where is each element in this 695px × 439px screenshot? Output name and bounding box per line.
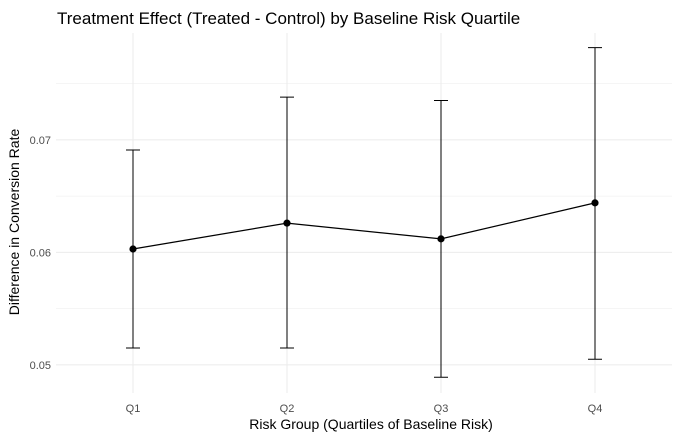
x-tick-label: Q4 — [588, 403, 603, 415]
y-tick-label: 0.06 — [30, 247, 51, 259]
y-tick-label: 0.07 — [30, 135, 51, 147]
grid — [56, 33, 672, 393]
x-axis-ticks: Q1 Q2 Q3 Q4 — [126, 403, 603, 415]
data-points — [129, 199, 599, 253]
y-axis-title: Difference in Conversion Rate — [6, 129, 22, 316]
y-tick-label: 0.05 — [30, 360, 51, 372]
series-line — [132, 202, 596, 250]
chart-title: Treatment Effect (Treated - Control) by … — [57, 9, 520, 28]
data-point-Q4 — [591, 199, 599, 207]
data-point-Q1 — [129, 245, 137, 253]
x-tick-label: Q3 — [434, 403, 449, 415]
x-axis-title: Risk Group (Quartiles of Baseline Risk) — [249, 416, 493, 432]
data-point-Q3 — [437, 235, 445, 243]
data-point-Q2 — [283, 219, 291, 227]
x-tick-label: Q1 — [126, 403, 141, 415]
error-bars — [126, 47, 602, 378]
x-tick-label: Q2 — [280, 403, 295, 415]
y-axis-ticks: 0.05 0.06 0.07 — [30, 135, 51, 372]
